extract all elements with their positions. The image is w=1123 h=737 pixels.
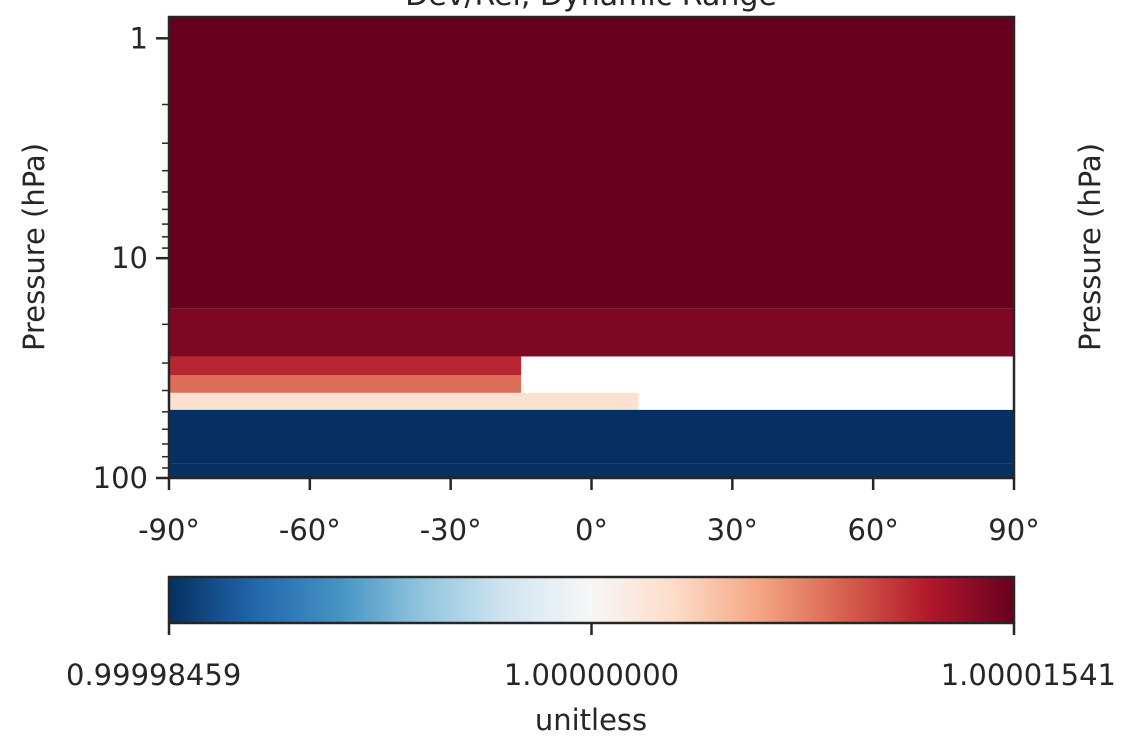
heatmap-band — [169, 409, 1014, 464]
colorbar-tick-label: 0.99998459 — [66, 658, 241, 692]
heatmap-band — [169, 463, 1014, 478]
colorbar-label: unitless — [535, 703, 647, 737]
y-axis-label-right: Pressure (hPa) — [1073, 143, 1107, 351]
x-tick-label: 90° — [988, 513, 1039, 547]
heatmap-band — [169, 356, 522, 375]
heatmap-band — [169, 308, 1014, 357]
chart-title: Dev/Rel, Dynamic Range — [405, 0, 777, 13]
x-tick-label: -90° — [138, 513, 200, 547]
y-tick-label: 10 — [111, 241, 148, 275]
heatmap — [169, 17, 1014, 478]
x-tick-label: 60° — [847, 513, 898, 547]
x-tick-label: 0° — [575, 513, 608, 547]
colorbar-fill — [169, 577, 1014, 623]
colorbar: 0.99998459 1.00000000 1.00001541 unitless — [66, 575, 1116, 737]
x-axis: -90° -60° -30° 0° 30° 60° 90° — [138, 478, 1040, 547]
colorbar-tick-label: 1.00001541 — [941, 658, 1116, 692]
x-tick-label: -60° — [279, 513, 341, 547]
heatmap-band — [169, 17, 1014, 309]
heatmap-band — [169, 374, 522, 393]
y-tick-label: 100 — [93, 461, 148, 495]
x-tick-label: -30° — [420, 513, 482, 547]
x-tick-label: 30° — [707, 513, 758, 547]
colorbar-tick-label: 1.00000000 — [504, 658, 679, 692]
heatmap-band — [169, 392, 639, 410]
colorbar-ticks: 0.99998459 1.00000000 1.00001541 — [66, 623, 1116, 692]
y-axis-label: Pressure (hPa) — [17, 143, 51, 351]
y-tick-label: 1 — [130, 21, 148, 55]
y-axis: 1 10 100 — [93, 21, 169, 495]
